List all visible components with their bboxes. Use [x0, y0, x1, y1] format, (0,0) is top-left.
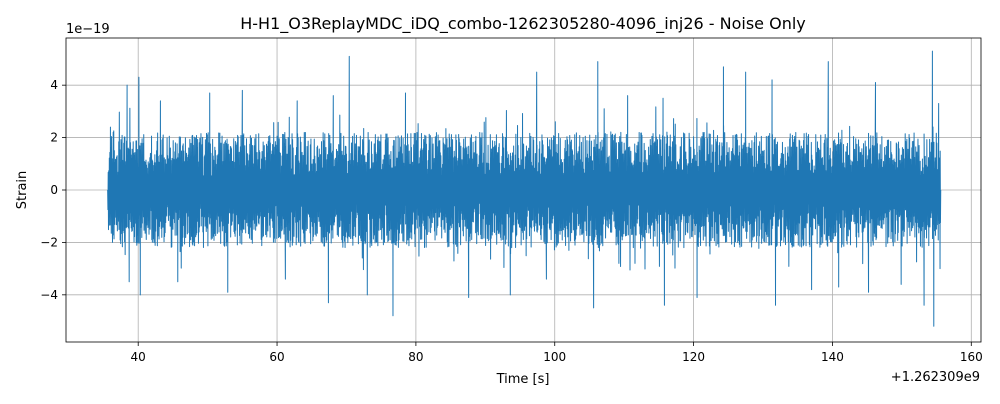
strain-series-line — [107, 50, 942, 327]
x-tick-label: 120 — [682, 350, 705, 364]
chart-title: H-H1_O3ReplayMDC_iDQ_combo-1262305280-40… — [240, 14, 806, 34]
y-tick-label: −4 — [40, 288, 58, 302]
y-tick-label: −2 — [40, 235, 58, 249]
x-tick-label: 60 — [269, 350, 284, 364]
y-axis-scale-label: 1e−19 — [66, 22, 110, 37]
x-axis-offset-label: +1.262309e9 — [891, 370, 980, 385]
x-tick-label: 160 — [960, 350, 983, 364]
x-tick-label: 80 — [408, 350, 423, 364]
y-tick-label: 4 — [50, 78, 58, 92]
y-tick-label: 2 — [50, 131, 58, 145]
y-axis-label: Strain — [15, 171, 30, 210]
x-tick-label: 140 — [821, 350, 844, 364]
x-axis-label: Time [s] — [496, 372, 550, 387]
data-layer — [107, 50, 942, 327]
axis-ticks: 40 60 80 100 120 140 160 −4 −2 0 2 4 — [40, 78, 982, 364]
y-tick-label: 0 — [50, 183, 58, 197]
x-tick-label: 40 — [131, 350, 146, 364]
x-tick-label: 100 — [543, 350, 566, 364]
